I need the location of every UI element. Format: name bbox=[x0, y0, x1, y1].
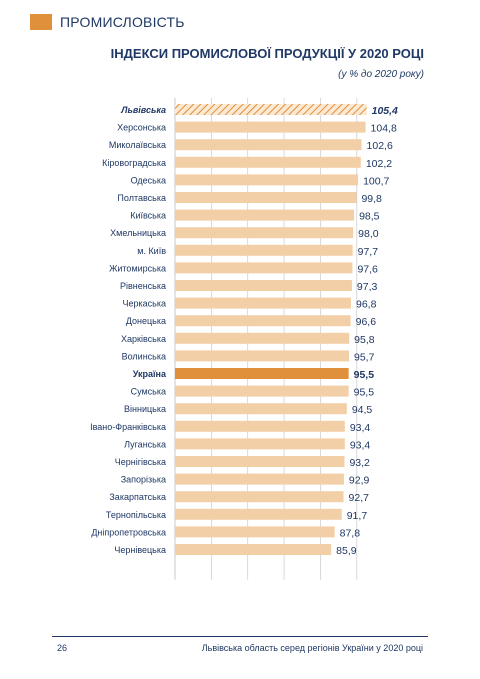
value-label: 98,0 bbox=[358, 228, 379, 240]
bar bbox=[175, 104, 367, 115]
bar bbox=[175, 456, 345, 467]
page-number: 26 bbox=[57, 643, 68, 653]
bar bbox=[175, 508, 342, 520]
value-label: 96,6 bbox=[356, 316, 377, 328]
category-label: Івано-Франківська bbox=[90, 422, 166, 432]
category-label: Полтавська bbox=[117, 193, 166, 203]
chart-title: ІНДЕКСИ ПРОМИСЛОВОЇ ПРОДУКЦІЇ У 2020 РОЦ… bbox=[110, 46, 424, 61]
section-title: ПРОМИСЛОВІСТЬ bbox=[60, 14, 185, 30]
category-label: Херсонська bbox=[117, 123, 166, 133]
footer-text: Львівська область серед регіонів України… bbox=[201, 643, 423, 653]
bar bbox=[175, 262, 353, 274]
bar bbox=[175, 156, 361, 168]
category-label: Хмельницька bbox=[110, 228, 166, 238]
value-label: 100,7 bbox=[363, 175, 389, 187]
bar bbox=[175, 526, 335, 538]
value-label: 96,8 bbox=[356, 299, 377, 311]
value-labels: 105,4 104,8 102,6 102,2 100,7 99,8 98,5 98,0 97,… bbox=[336, 105, 398, 557]
category-label: Сумська bbox=[131, 387, 166, 397]
bar bbox=[175, 209, 355, 221]
bar bbox=[175, 192, 357, 203]
value-label: 104,8 bbox=[371, 123, 397, 135]
value-label: 85,9 bbox=[336, 545, 357, 557]
bar bbox=[175, 315, 351, 327]
value-label: 97,3 bbox=[357, 281, 378, 293]
bar bbox=[175, 121, 366, 133]
category-label: Львівська bbox=[120, 105, 166, 115]
category-label: Запорізька bbox=[121, 475, 166, 485]
bar bbox=[175, 280, 352, 291]
value-label: 91,7 bbox=[347, 510, 368, 522]
category-label: Україна bbox=[133, 369, 167, 379]
value-label: 102,2 bbox=[366, 158, 392, 170]
bar bbox=[175, 350, 349, 362]
category-label: Тернопільська bbox=[106, 510, 166, 520]
value-label: 93,4 bbox=[350, 422, 371, 434]
value-label: 92,9 bbox=[349, 475, 370, 487]
bar bbox=[175, 174, 359, 186]
bar bbox=[175, 368, 349, 379]
bar bbox=[175, 385, 349, 397]
category-label: Чернігівська bbox=[115, 457, 166, 467]
section-marker bbox=[30, 14, 52, 30]
bar-chart: Львівська Херсонська Миколаївська Кіровогра… bbox=[90, 98, 398, 580]
bar bbox=[175, 544, 332, 555]
bar bbox=[175, 473, 344, 485]
category-label: Луганська bbox=[124, 439, 166, 449]
category-label: Одеська bbox=[131, 175, 166, 185]
category-labels: Львівська Херсонська Миколаївська Кіровогра… bbox=[90, 105, 167, 555]
category-label: Рівненська bbox=[120, 281, 166, 291]
category-label: Волинська bbox=[122, 351, 166, 361]
bar bbox=[175, 403, 347, 415]
value-label: 92,7 bbox=[349, 492, 370, 504]
category-label: Закарпатська bbox=[109, 492, 166, 502]
bar bbox=[175, 297, 351, 309]
bar bbox=[175, 139, 362, 151]
bars bbox=[175, 104, 367, 555]
footer-divider bbox=[52, 636, 428, 637]
bar bbox=[175, 332, 350, 344]
value-label: 105,4 bbox=[372, 105, 398, 117]
value-label: 93,2 bbox=[349, 457, 370, 469]
category-label: Чернівецька bbox=[114, 545, 166, 555]
value-label: 93,4 bbox=[350, 439, 371, 451]
value-label: 94,5 bbox=[352, 404, 373, 416]
category-label: Київська bbox=[130, 211, 166, 221]
category-label: Вінницька bbox=[124, 404, 166, 414]
category-label: Дніпропетровська bbox=[91, 527, 166, 537]
category-label: Донецька bbox=[126, 316, 166, 326]
chart-subtitle: (у % до 2020 року) bbox=[338, 69, 424, 80]
value-label: 99,8 bbox=[361, 193, 382, 205]
category-label: м. Київ bbox=[137, 246, 166, 256]
section-header: ПРОМИСЛОВІСТЬ bbox=[30, 12, 185, 32]
bar bbox=[175, 244, 353, 256]
bar bbox=[175, 438, 345, 450]
value-label: 97,6 bbox=[357, 263, 378, 275]
value-label: 98,5 bbox=[359, 211, 380, 223]
value-label: 95,5 bbox=[354, 387, 375, 399]
value-label: 95,8 bbox=[354, 334, 375, 346]
bar bbox=[175, 227, 354, 239]
value-label: 87,8 bbox=[340, 527, 361, 539]
value-label: 95,7 bbox=[354, 351, 375, 363]
value-label: 102,6 bbox=[367, 140, 393, 152]
value-label: 97,7 bbox=[358, 246, 379, 258]
category-label: Кіровоградська bbox=[102, 158, 166, 168]
category-label: Житомирська bbox=[109, 263, 166, 273]
value-label: 95,5 bbox=[354, 369, 375, 381]
category-label: Миколаївська bbox=[109, 140, 166, 150]
bar bbox=[175, 491, 344, 503]
category-label: Черкаська bbox=[123, 299, 166, 309]
category-label: Харківська bbox=[121, 334, 166, 344]
bar bbox=[175, 420, 345, 432]
